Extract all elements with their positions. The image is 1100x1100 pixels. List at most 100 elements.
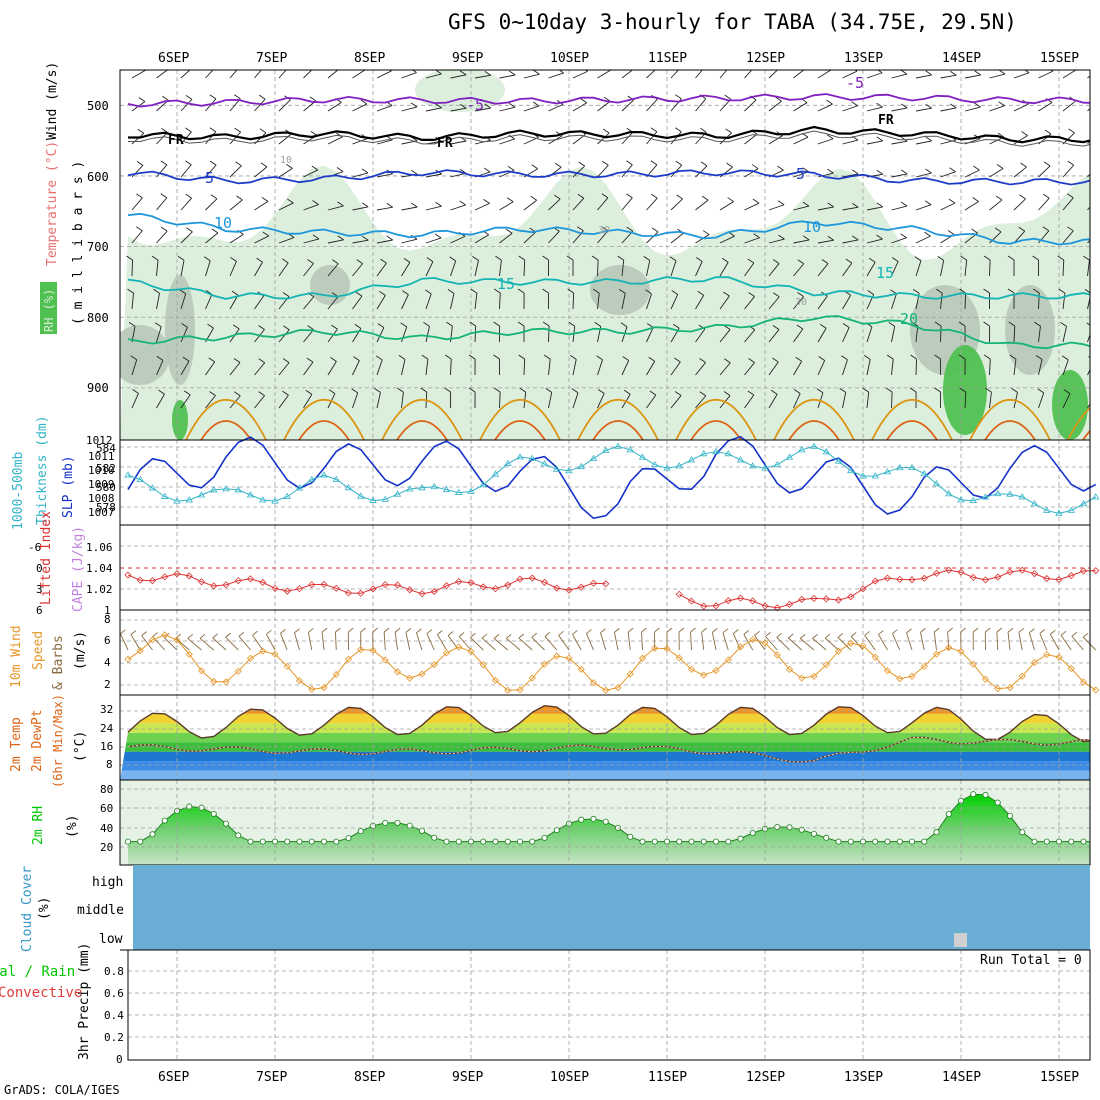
- wind-barb-flag: [603, 96, 611, 102]
- wind10-barb: [1082, 636, 1097, 651]
- wind-barb-flag: [571, 388, 579, 394]
- wind-barb: [964, 391, 967, 409]
- wind-barb-flag: [886, 354, 894, 360]
- wind10-marker: [871, 653, 879, 661]
- wind-barb: [695, 362, 706, 376]
- wind10-barb: [175, 637, 190, 651]
- wind-barb-flag: [286, 163, 293, 169]
- li-marker: [700, 602, 708, 610]
- wind10-barb-flag: [892, 629, 898, 634]
- wind-barb-flag: [701, 195, 709, 201]
- wind-barb: [744, 70, 753, 79]
- rh2m-marker: [492, 838, 499, 845]
- wind-barb: [474, 202, 490, 211]
- wind-barb-flag: [842, 323, 850, 328]
- thickness-marker: [528, 454, 536, 461]
- wind-barb-flag: [626, 193, 633, 199]
- thickness-marker: [479, 481, 487, 488]
- wind-barb-flag: [900, 233, 907, 239]
- rh2m-marker: [774, 823, 781, 830]
- wind-barb-flag: [362, 235, 369, 241]
- wind-barb: [401, 106, 418, 112]
- wind-barb: [964, 260, 968, 277]
- rh2m-marker: [909, 838, 916, 845]
- wind-barb: [1062, 326, 1067, 343]
- li-marker: [344, 589, 353, 597]
- wind-barb: [548, 392, 553, 409]
- thickness-marker: [712, 447, 720, 455]
- wind-barb: [866, 392, 870, 409]
- thickness-marker: [210, 486, 218, 493]
- wind10-barb: [1028, 632, 1035, 651]
- wind-barb: [376, 173, 393, 178]
- wind-barb: [425, 73, 442, 79]
- wind10-barb-flag: [266, 629, 272, 635]
- isotherm-line: [127, 212, 1090, 246]
- upper-temp-label: Temperature (°C): [45, 141, 60, 266]
- wind-barb: [744, 262, 755, 277]
- wind-barb: [548, 198, 561, 211]
- wind-barb-flag: [258, 325, 265, 330]
- wind-barb-flag: [1008, 321, 1016, 327]
- wind-barb-flag: [183, 390, 191, 396]
- wind-barb-flag: [888, 321, 895, 327]
- wind-barb: [180, 164, 192, 178]
- wind10-barb: [1039, 633, 1048, 651]
- wind-barb-flag: [1068, 128, 1075, 134]
- rh2m-marker: [529, 838, 536, 845]
- wind-barb-flag: [827, 168, 834, 174]
- temp2m-grid: [120, 695, 1090, 780]
- wind-barb: [425, 173, 442, 178]
- wind10-barb-flag: [120, 629, 126, 635]
- wind-barb-flag: [721, 257, 729, 263]
- wind-barb: [621, 99, 634, 112]
- wind-barb-flag: [816, 388, 824, 394]
- contour-label-5: 5: [205, 169, 214, 187]
- wind-barb-flag: [1063, 389, 1071, 394]
- isotherm-30-arc: [984, 420, 1036, 440]
- wind10-barb-flag: [960, 627, 966, 633]
- wind-barb-flag: [867, 290, 874, 295]
- wind-barb-flag: [752, 198, 760, 204]
- wind-barb-flag: [336, 167, 344, 172]
- wind-barb: [989, 73, 1006, 79]
- wind-barb-flag: [934, 321, 942, 327]
- wind-barb-flag: [772, 259, 780, 264]
- wind-barb-flag: [181, 322, 188, 328]
- thickness-marker: [1055, 509, 1063, 516]
- wind10-barb: [600, 632, 607, 651]
- wind-barb-flag: [1035, 355, 1043, 360]
- rh2m-marker: [786, 824, 793, 831]
- rh-shade-mid: [1005, 285, 1055, 375]
- li-line-b: [679, 569, 1096, 609]
- wind-barb-flag: [697, 290, 704, 296]
- wind-barb: [817, 206, 834, 211]
- thickness-marker: [271, 497, 279, 504]
- thickness-marker: [173, 497, 181, 504]
- li-grid: [120, 525, 1090, 610]
- wind-barb-flag: [676, 194, 683, 200]
- li-tick: 3: [36, 583, 43, 596]
- wind-barb-flag: [826, 66, 832, 70]
- wind-barb-flag: [1057, 255, 1065, 261]
- wind10-barb-flag: [878, 630, 884, 635]
- wind-barb: [940, 325, 942, 343]
- contour-label-rh30: 30: [795, 297, 807, 308]
- wind-barb-flag: [753, 233, 760, 239]
- wind-barb: [205, 198, 218, 211]
- wind-barb: [940, 202, 956, 211]
- wind-barb-flag: [747, 390, 755, 396]
- wind-barb: [719, 70, 728, 79]
- wind-barb: [768, 135, 783, 145]
- wind10-barb: [307, 632, 313, 651]
- wind10-marker: [1030, 658, 1039, 667]
- wind-barb: [597, 259, 599, 277]
- isotherm-30-arc: [1082, 429, 1090, 440]
- wind-barb-flag: [675, 94, 682, 100]
- thickness-tick: 582: [96, 462, 116, 475]
- wind-barb: [793, 361, 803, 376]
- wind-barb-flag: [985, 387, 992, 393]
- thickness-marker: [969, 496, 977, 503]
- wind-barb-flag: [594, 321, 602, 327]
- wind-barb: [205, 361, 216, 376]
